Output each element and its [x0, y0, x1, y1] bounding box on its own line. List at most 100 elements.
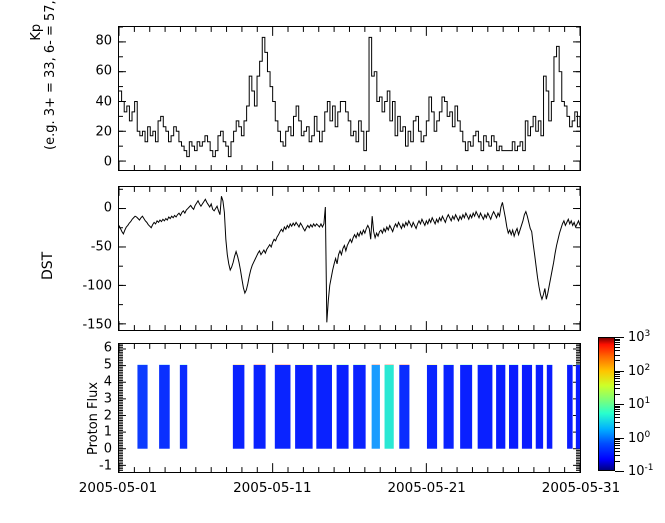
kp-axis-title-line2: (e.g. 3+ = 33, 6- = 57, 4 = 40, etc.)	[43, 0, 58, 150]
colorbar-tick-label: 100	[628, 429, 651, 446]
colorbar-minor-tick	[615, 347, 620, 349]
flux-spectrogram-bar	[399, 364, 410, 449]
dst-y-tick-label: 0	[103, 200, 112, 216]
kp-y-tick-label: 0	[103, 154, 112, 170]
x-axis-tick-label: 2005-05-31	[541, 480, 621, 496]
colorbar-minor-tick	[615, 411, 620, 413]
colorbar-minor-tick	[615, 354, 620, 356]
colorbar-minor-tick	[615, 421, 620, 423]
flux-spectrogram-bar	[384, 364, 394, 449]
flux-spectrogram-bar	[316, 364, 332, 449]
colorbar-major-tick	[615, 370, 624, 372]
dst-panel	[118, 186, 581, 331]
colorbar-minor-tick	[615, 350, 620, 352]
colorbar-minor-tick	[615, 338, 620, 340]
dst-plot-area	[119, 187, 580, 330]
flux-spectrogram-bar	[371, 364, 380, 449]
flux-y-tick-label: 4	[103, 374, 112, 390]
dst-y-tick-label: -50	[90, 239, 112, 255]
colorbar-minor-tick	[615, 409, 620, 411]
dst-axis-title: DST	[40, 251, 56, 280]
colorbar-minor-tick	[615, 407, 620, 409]
colorbar-minor-tick	[615, 444, 620, 446]
colorbar-ticks	[615, 337, 625, 472]
kp-axis-title-line1: Kp	[29, 23, 44, 41]
flux-spectrogram-bar	[521, 364, 533, 449]
flux-y-tick-label: 3	[103, 391, 112, 407]
kp-y-tick-label: 40	[95, 94, 112, 110]
colorbar-minor-tick	[615, 372, 620, 374]
proton-flux-axis-title: Proton Flux	[86, 381, 101, 455]
colorbar-minor-tick	[615, 442, 620, 444]
colorbar-minor-tick	[615, 405, 620, 407]
flux-y-tick-label: 1	[103, 424, 112, 440]
kp-data-line	[119, 36, 580, 158]
colorbar-major-tick	[615, 404, 624, 405]
flux-y-tick-label: -1	[99, 458, 112, 474]
flux-spectrogram-bar	[353, 364, 366, 449]
colorbar-minor-tick	[615, 447, 620, 449]
colorbar-minor-tick	[615, 360, 620, 362]
dst-data-line	[119, 196, 580, 323]
colorbar-minor-tick	[615, 450, 620, 452]
colorbar-tick-label: 103	[628, 328, 651, 346]
kp-y-tick-label: 20	[95, 124, 112, 140]
colorbar-minor-tick	[615, 377, 620, 379]
flux-spectrogram-bar	[535, 364, 544, 449]
flux-y-tick-label: 2	[103, 408, 112, 424]
colorbar-major-tick	[615, 337, 624, 338]
colorbar-tick-label: 10-1	[628, 462, 654, 480]
colorbar-minor-tick	[615, 373, 620, 375]
dst-y-tick-label: -150	[82, 317, 112, 333]
colorbar-minor-tick	[615, 388, 620, 390]
colorbar-minor-tick	[615, 342, 620, 344]
colorbar-minor-tick	[615, 383, 620, 385]
colorbar-minor-tick	[615, 380, 620, 382]
flux-spectrogram-bar	[477, 364, 493, 449]
flux-spectrogram-bar	[496, 364, 506, 449]
flux-spectrogram-bar	[274, 364, 291, 449]
colorbar	[598, 337, 624, 472]
colorbar-minor-tick	[615, 440, 620, 442]
flux-spectrogram-bar	[426, 364, 438, 449]
flux-spectrogram-bar	[232, 364, 245, 449]
flux-y-tick-label: 5	[103, 357, 112, 373]
flux-y-tick-label: 0	[103, 441, 112, 457]
proton-flux-panel	[118, 343, 581, 473]
kp-y-tick-label: 80	[95, 33, 112, 49]
proton-flux-spectrogram	[119, 344, 580, 472]
colorbar-minor-tick	[615, 375, 620, 377]
flux-y-tick-label: 6	[103, 340, 112, 356]
flux-spectrogram-bar	[295, 364, 313, 449]
flux-spectrogram-bar	[575, 364, 580, 449]
colorbar-major-tick	[615, 471, 624, 472]
dst-y-tick-label: -100	[82, 278, 112, 294]
colorbar-major-tick	[615, 437, 624, 439]
colorbar-minor-tick	[615, 344, 620, 346]
kp-plot-area	[119, 27, 580, 170]
flux-spectrogram-bar	[179, 364, 188, 449]
colorbar-minor-tick	[615, 427, 620, 429]
x-axis-tick-label: 2005-05-11	[233, 480, 312, 496]
colorbar-minor-tick	[615, 393, 620, 395]
colorbar-gradient	[598, 337, 615, 471]
x-axis-tick-label: 2005-05-01	[78, 480, 158, 496]
colorbar-minor-tick	[615, 439, 620, 441]
x-axis-tick-label: 2005-05-21	[387, 480, 466, 496]
flux-spectrogram-bar	[137, 364, 148, 449]
flux-spectrogram-bar	[336, 364, 349, 449]
flux-spectrogram-bar	[546, 364, 553, 449]
flux-spectrogram-bar	[443, 364, 454, 449]
colorbar-tick-label: 101	[628, 395, 651, 413]
kp-panel	[118, 26, 581, 171]
flux-spectrogram-bar	[460, 364, 473, 449]
flux-spectrogram-bar	[253, 364, 266, 449]
colorbar-minor-tick	[615, 414, 620, 416]
colorbar-minor-tick	[615, 340, 620, 342]
flux-spectrogram-bar	[567, 364, 573, 449]
kp-axis-title: Kp (e.g. 3+ = 33, 6- = 57, 4 = 40, etc.)	[29, 0, 58, 150]
flux-spectrogram-bar	[159, 364, 170, 449]
kp-y-tick-label: 60	[95, 63, 112, 79]
colorbar-minor-tick	[615, 417, 620, 419]
